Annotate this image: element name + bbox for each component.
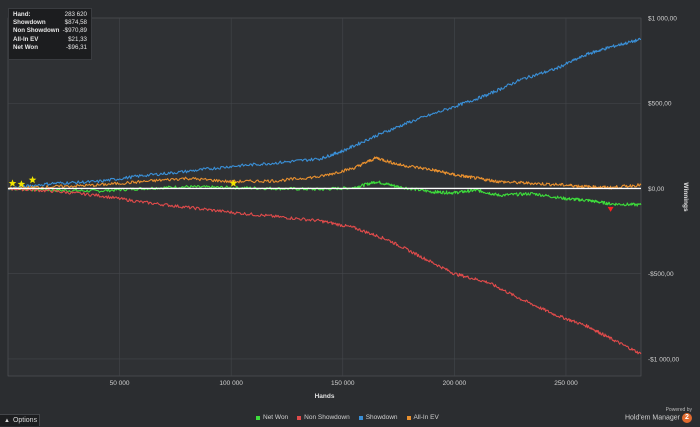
series-line-showdown [7,37,641,191]
stats-row-all-in-ev: All-In EV $21,33 [13,36,87,44]
stats-row-non-showdown: Non Showdown -$970,89 [13,27,87,35]
x-tick-label: 250 000 [554,380,578,387]
stats-value: -$96,31 [66,43,87,51]
stats-box: Hand: 283 620 Showdown $874,58 Non Showd… [8,8,92,60]
legend-item-showdown[interactable]: Showdown [358,414,398,421]
star-icon [17,180,26,188]
stats-value: -$970,89 [62,27,87,35]
y-tick-label: -$500,00 [648,271,674,278]
series-line-all-in-ev [7,156,642,191]
legend-swatch [256,415,260,420]
legend-label: All-In EV [413,414,439,421]
y-tick-label: $1 000,00 [648,16,677,23]
brand-badge: 2 [682,413,692,423]
stats-label: Net Won [13,43,38,51]
stats-label: All-In EV [13,35,39,43]
options-label: Options [12,417,38,424]
brand-name: Hold'em Manager [624,414,680,422]
x-tick-label: 150 000 [331,380,355,387]
x-axis-label: Hands [315,393,335,400]
legend-swatch [406,415,411,420]
star-icon [229,179,238,187]
legend-item-non-showdown[interactable]: Non Showdown [297,414,350,421]
brand-logo: Powered by Hold'em Manager 2 [625,407,692,423]
stats-value: $874,58 [64,19,87,27]
stats-label: Showdown [13,19,46,27]
y-axis-label: Winnings [682,182,689,212]
y-tick-label: $500,00 [648,101,672,108]
stats-row-showdown: Showdown $874,58 [13,19,87,27]
stats-label: Hand: [13,11,31,18]
x-tick-label: 200 000 [443,380,467,387]
legend-item-net-won[interactable]: Net Won [256,414,288,421]
x-tick-label: 100 000 [219,380,243,387]
legend-label: Non Showdown [304,414,350,421]
star-icon [28,176,37,184]
legend-item-all-in-ev[interactable]: All-In EV [406,414,439,421]
stats-value: 283 620 [64,11,87,18]
y-tick-label: $0,00 [648,186,665,193]
caret-up-icon: ▲ [4,418,10,424]
star-icon [8,179,17,187]
stats-row-net-won: Net Won -$96,31 [13,44,87,52]
chart-legend: Net Won Non Showdown Showdown All-In EV [256,414,439,421]
legend-label: Net Won [263,414,289,421]
x-tick-label: 50 000 [110,380,130,387]
y-tick-label: -$1 000,00 [648,356,679,363]
options-button[interactable]: ▲ Options [0,414,40,426]
stats-value: $21,33 [68,35,87,43]
stats-label: Non Showdown [13,27,60,35]
legend-label: Showdown [365,414,398,421]
stats-row-hand: Hand: 283 620 [13,11,87,19]
powered-by-text: Powered by [665,407,692,413]
legend-swatch [297,415,302,420]
legend-swatch [358,415,363,420]
series-line-non-showdown [7,187,642,355]
marker-triangle-icon [607,206,614,212]
